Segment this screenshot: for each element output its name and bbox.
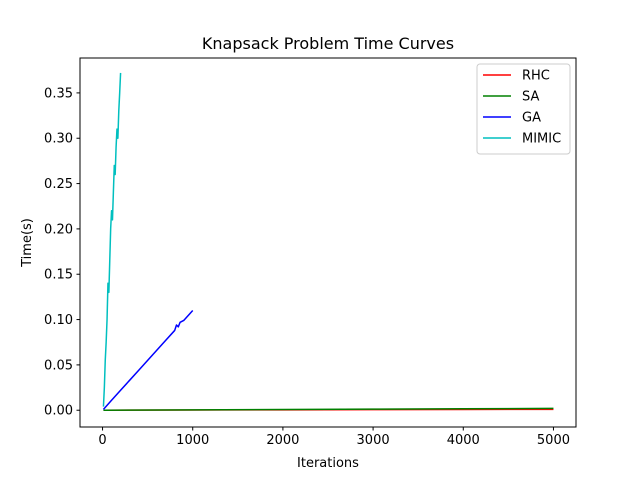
y-tick-label: 0.10	[44, 313, 73, 328]
chart-title: Knapsack Problem Time Curves	[202, 34, 454, 53]
x-tick-label: 4000	[447, 433, 480, 448]
y-tick-label: 0.05	[44, 358, 73, 373]
legend-frame	[476, 63, 571, 155]
series-layer	[102, 72, 554, 411]
x-tick-label: 0	[98, 433, 106, 448]
series-line-sa	[103, 407, 554, 411]
legend-label-mimic: MIMIC	[522, 132, 561, 147]
series-line-ga	[102, 309, 194, 410]
y-axis-label: Time(s)	[20, 218, 35, 268]
legend-label-sa: SA	[522, 90, 539, 105]
y-tick-label: 0.20	[44, 222, 73, 237]
x-tick-label: 5000	[537, 433, 570, 448]
y-tick-label: 0.15	[44, 268, 73, 283]
y-axis: 0.00 0.05 0.10 0.15 0.20 0.25 0.30 0.35	[44, 86, 80, 419]
legend: RHC SA GA MIMIC	[476, 63, 571, 155]
y-tick-label: 0.30	[44, 132, 73, 147]
x-tick-label: 3000	[357, 433, 390, 448]
x-tick-label: 1000	[176, 433, 209, 448]
plot-frame	[79, 57, 577, 428]
legend-label-rhc: RHC	[522, 69, 550, 84]
y-tick-label: 0.00	[44, 404, 73, 419]
legend-label-ga: GA	[522, 111, 541, 126]
y-tick-label: 0.35	[44, 86, 73, 101]
x-axis-label: Iterations	[297, 456, 359, 471]
x-axis: 0 1000 2000 3000 4000 5000	[98, 427, 570, 448]
series-line-mimic	[102, 72, 122, 407]
y-tick-label: 0.25	[44, 177, 73, 192]
x-tick-label: 2000	[266, 433, 299, 448]
